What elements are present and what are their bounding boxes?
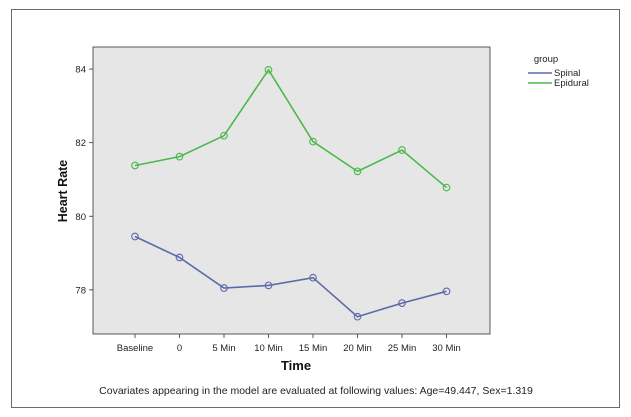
x-tick-label: Baseline bbox=[117, 343, 153, 354]
y-tick-label: 80 bbox=[75, 212, 86, 223]
series-layer bbox=[131, 65, 451, 321]
x-axis: Baseline 0 5 Min 10 Min 15 Min 20 Min 25 Min 30… bbox=[117, 334, 461, 354]
x-axis-title: Time bbox=[281, 358, 311, 373]
data-point-spinal bbox=[175, 253, 184, 262]
plot-area bbox=[92, 46, 491, 335]
x-tick-label: 20 Min bbox=[343, 343, 372, 354]
data-point-spinal bbox=[353, 312, 362, 321]
x-tick-label: 25 Min bbox=[388, 343, 417, 354]
x-tick-label: 0 bbox=[177, 343, 182, 354]
data-point-epidural bbox=[309, 137, 317, 146]
data-point-epidural bbox=[131, 161, 139, 170]
series-line-epidural bbox=[134, 68, 448, 189]
x-tick-label: 30 Min bbox=[432, 343, 461, 354]
data-point-epidural bbox=[442, 183, 451, 192]
legend-label-spinal: Spinal bbox=[554, 68, 580, 79]
y-axis: 78 80 82 84 bbox=[75, 65, 93, 296]
series-line-spinal bbox=[134, 235, 447, 318]
data-point-epidural bbox=[220, 131, 228, 140]
data-point-epidural bbox=[175, 152, 184, 161]
y-tick-label: 82 bbox=[75, 138, 86, 149]
legend-title: group bbox=[534, 54, 558, 65]
data-point-spinal bbox=[220, 284, 228, 292]
y-tick-label: 84 bbox=[75, 65, 86, 76]
data-point-spinal bbox=[398, 299, 406, 307]
data-point-spinal bbox=[442, 287, 451, 296]
data-point-epidural bbox=[398, 146, 406, 154]
data-point-epidural bbox=[353, 167, 362, 176]
x-tick-label: 15 Min bbox=[299, 343, 328, 354]
x-tick-label: 5 Min bbox=[212, 343, 235, 354]
legend-label-epidural: Epidural bbox=[554, 78, 589, 89]
covariates-footnote: Covariates appearing in the model are ev… bbox=[99, 385, 533, 397]
y-tick-label: 78 bbox=[75, 285, 86, 296]
y-axis-title: Heart Rate bbox=[56, 160, 70, 223]
data-point-spinal bbox=[309, 273, 317, 282]
data-point-spinal bbox=[264, 281, 273, 290]
data-point-epidural bbox=[264, 65, 273, 74]
x-tick-label: 10 Min bbox=[254, 343, 283, 354]
data-point-spinal bbox=[131, 232, 139, 241]
